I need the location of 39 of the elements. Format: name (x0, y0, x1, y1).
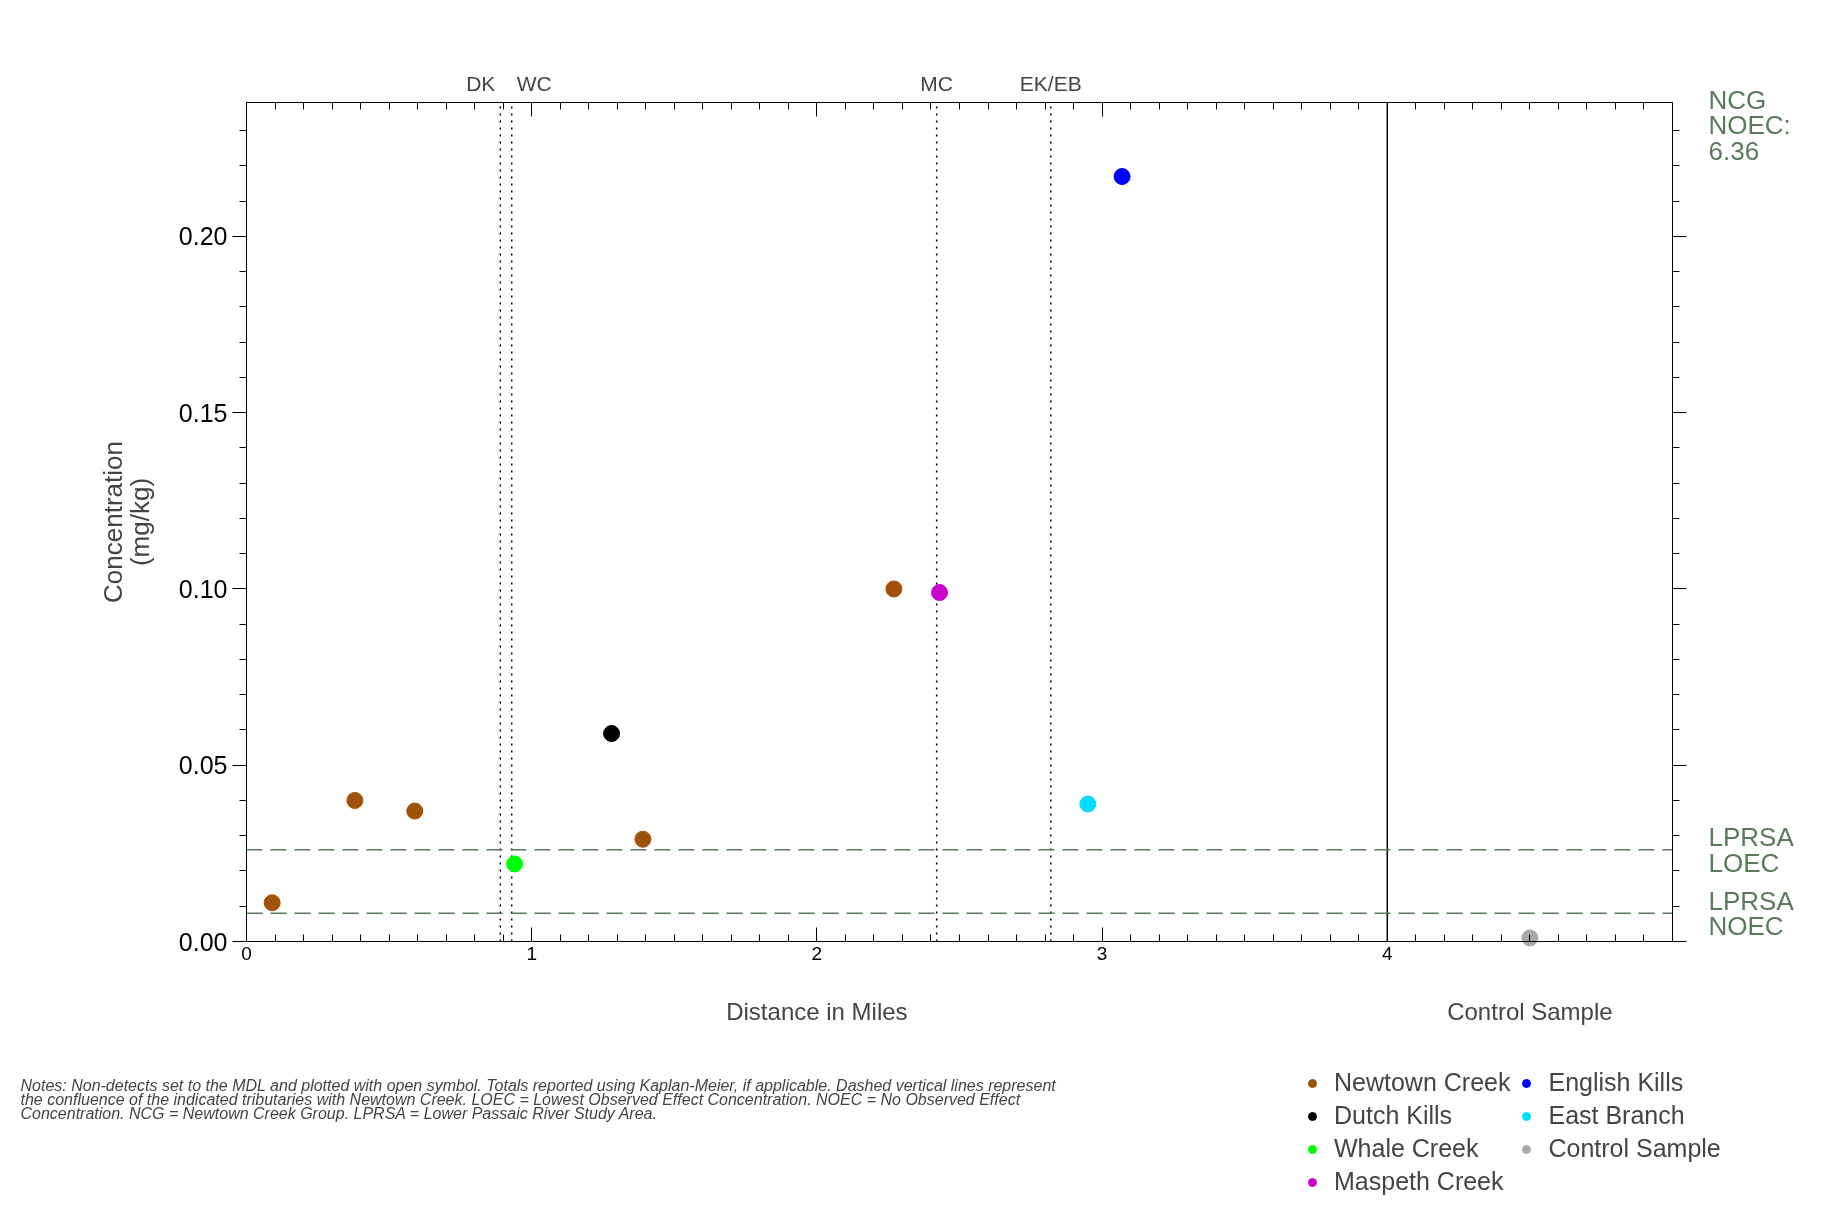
legend-label: Maspeth Creek (1334, 1167, 1504, 1196)
legend-label: English Kills (1548, 1068, 1684, 1097)
x-tick-label: 4 (1382, 942, 1394, 964)
ref-line-label: EK/EB (1019, 71, 1082, 95)
point (1521, 929, 1539, 947)
y-tick-label: 0.15 (178, 398, 228, 427)
point (634, 830, 652, 848)
point (506, 855, 524, 873)
x-tick-label: 3 (1096, 942, 1108, 964)
ref-line-label: LPRSA NOEC (1708, 885, 1795, 942)
point (406, 802, 424, 820)
x-tick-label: 2 (811, 942, 823, 964)
point (1113, 168, 1131, 186)
legend-label: Whale Creek (1334, 1134, 1479, 1163)
point (931, 584, 949, 601)
ref-line-label: LPRSA LOEC (1708, 822, 1795, 878)
point (885, 580, 903, 598)
y-axis-title: Concentration (mg/kg) (98, 441, 155, 603)
ref-line-label: MC (920, 71, 954, 95)
point (1079, 795, 1097, 813)
y-tick-label: 0.05 (178, 751, 228, 780)
point (603, 725, 621, 742)
text: Notes: Non-detects set to the MDL and plotted with open symbol. Totals reported using Kaplan-Meier, if applicable. Dashed vertical lines represent the confluence of the indicated tributaries with Newtown Creek. LOEC = Lowest Observed Effect Concentration. NOEC = No Observed Effect Concentration. NCG = Newtown Creek Group. LPRSA = Lower Passaic River Study Area. (20, 1076, 1057, 1123)
legend-label: Newtown Creek (1334, 1068, 1511, 1097)
y-tick-label: 0.00 (178, 927, 228, 956)
y-tick-label: 0.20 (178, 222, 228, 251)
point (346, 792, 364, 809)
text: Control Sample (1447, 998, 1613, 1025)
x-tick-label: 1 (526, 942, 537, 964)
y-tick-label: 0.10 (178, 574, 228, 603)
text: NCG NOEC: 6.36 (1708, 84, 1791, 166)
ref-line-label: WC (516, 71, 552, 95)
point (263, 894, 281, 912)
legend-label: East Branch (1548, 1101, 1685, 1130)
legend-label: Dutch Kills (1334, 1101, 1453, 1130)
ref-line-label: DK (466, 71, 496, 95)
x-axis-title: Distance in Miles (726, 998, 908, 1025)
x-tick-label: 0 (241, 942, 252, 964)
legend-label: Control Sample (1548, 1134, 1721, 1163)
